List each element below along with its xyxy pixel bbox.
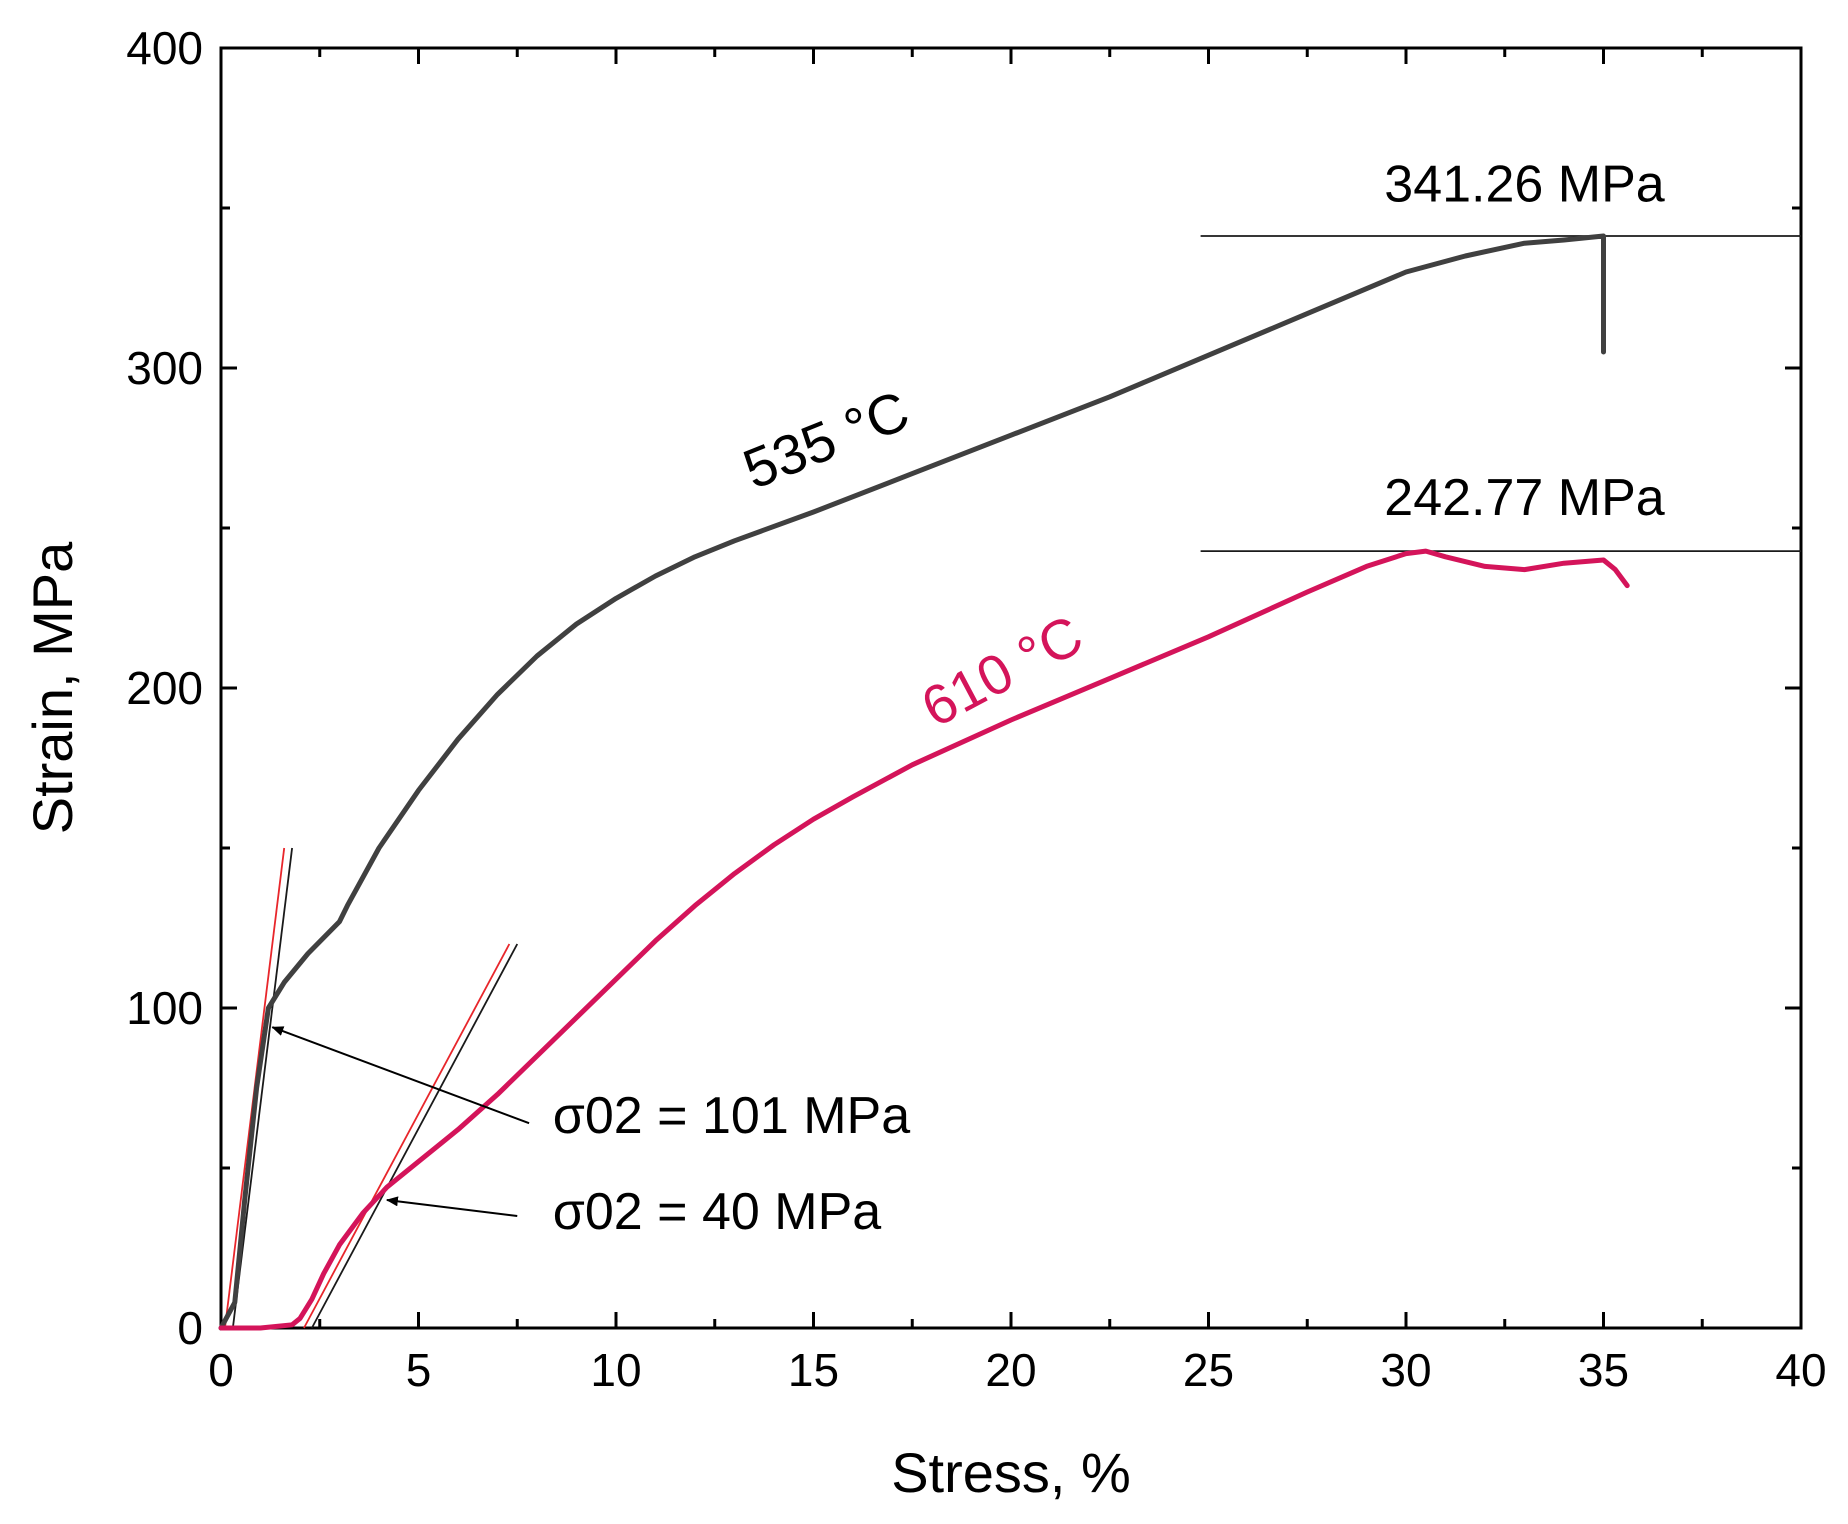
x-tick-label: 15 [788,1344,839,1396]
x-tick-label: 10 [590,1344,641,1396]
y-tick-label: 100 [126,982,203,1034]
y-tick-label: 0 [177,1302,203,1354]
annotation-arrow [271,1026,530,1125]
y-tick-label: 300 [126,342,203,394]
x-axis-title: Stress, % [891,1441,1131,1504]
guide-line [303,943,511,1329]
axis-ticks [219,46,1803,1330]
y-tick-label: 200 [126,662,203,714]
annotation-arrow [385,1196,518,1217]
y-axis-title: Strain, MPa [21,541,84,834]
annotation-label: 341.26 MPa [1384,156,1664,214]
guide-line [231,847,293,1329]
guide-lines [224,235,1801,1329]
x-tick-label: 25 [1183,1344,1234,1396]
series-line [218,548,1630,1331]
annotation-label: σ02 = 101 MPa [553,1087,910,1145]
guide-line [311,943,519,1329]
annotation-label: 242.77 MPa [1384,469,1664,527]
x-tick-label: 40 [1775,1344,1826,1396]
data-series [218,233,1630,1331]
series-line [218,233,1606,1331]
y-tick-label: 400 [126,22,203,74]
x-tick-label: 5 [406,1344,432,1396]
x-tick-label: 35 [1578,1344,1629,1396]
x-tick-label: 0 [208,1344,234,1396]
annotation-label: σ02 = 40 MPa [553,1183,881,1241]
x-tick-label: 30 [1380,1344,1431,1396]
x-tick-label: 20 [985,1344,1036,1396]
curve-label: 610 °C [911,603,1092,739]
